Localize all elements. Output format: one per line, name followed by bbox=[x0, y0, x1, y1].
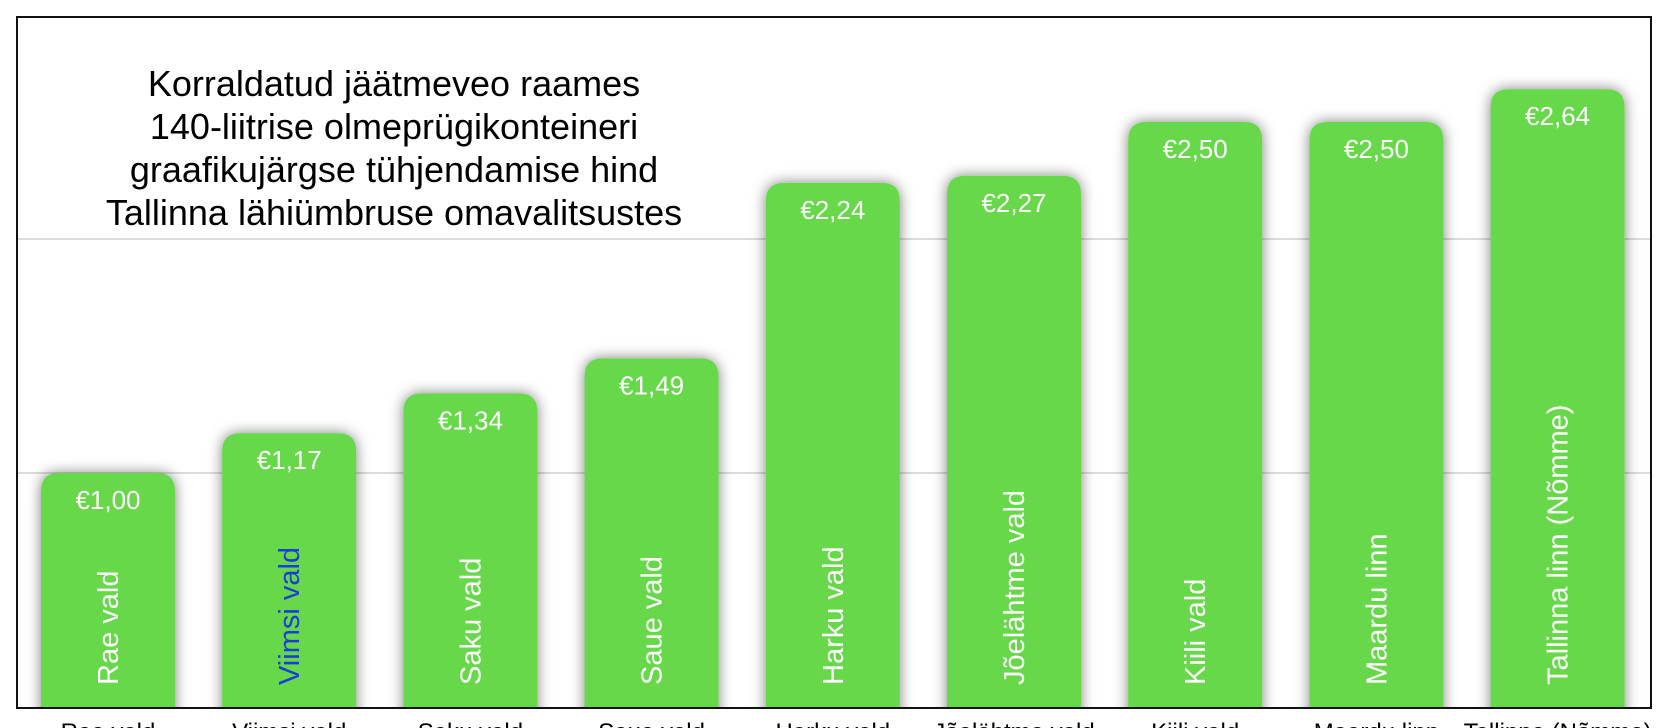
category-axis-label: Rae vald bbox=[61, 719, 156, 728]
bar-category-label: Harku vald bbox=[818, 546, 850, 685]
bar-group: €2,50 Maardu linn bbox=[1309, 122, 1444, 707]
bar-category-label: Maardu linn bbox=[1361, 533, 1393, 685]
bar-value-label: €2,24 bbox=[800, 195, 865, 225]
chart-title-line: Tallinna lähiümbruse omavalitsustes bbox=[105, 192, 683, 233]
bar-group: €2,27 Jõelähtme vald bbox=[947, 175, 1081, 707]
bar bbox=[584, 358, 719, 707]
bar-group: €1,00 Rae vald bbox=[41, 473, 175, 707]
bar bbox=[947, 175, 1081, 707]
bar-category-label: Tallinna linn (Nõmme) bbox=[1543, 405, 1575, 685]
bar-group: €1,17 Viimsi vald bbox=[222, 433, 357, 707]
bars: €1,00 Rae vald €1,17 Viimsi vald €1,34 Saku v… bbox=[41, 89, 1625, 707]
bar-value-label: €2,27 bbox=[981, 188, 1046, 218]
bar-category-label: Saue vald bbox=[637, 556, 669, 685]
bar-value-label: €2,50 bbox=[1163, 134, 1228, 164]
bar-value-label: €1,17 bbox=[257, 445, 322, 475]
chart-title-line: 140-liitrise olmeprügikonteineri bbox=[149, 106, 639, 147]
bar-value-label: €2,64 bbox=[1525, 101, 1590, 131]
category-axis-labels: Rae vald Viimsi vald Saku vald Saue vald Har… bbox=[61, 719, 1652, 728]
bar bbox=[1490, 89, 1625, 707]
bar-group: €2,64 Tallinna linn (Nõmme) bbox=[1490, 89, 1625, 707]
bar-value-label: €1,00 bbox=[75, 485, 140, 515]
bar-value-label: €1,49 bbox=[619, 370, 684, 400]
bar-group: €1,34 Saku vald bbox=[403, 393, 538, 707]
chart-title: Korraldatud jäätmeveo raames 140-liitris… bbox=[54, 62, 734, 234]
category-axis-label: Viimsi vald bbox=[232, 719, 346, 728]
bar-category-label: Viimsi vald bbox=[274, 547, 306, 685]
bar bbox=[1128, 122, 1263, 707]
bar-value-label: €1,34 bbox=[438, 405, 503, 435]
bar bbox=[765, 182, 900, 707]
category-axis-label: Kiili vald bbox=[1151, 719, 1239, 728]
category-axis-label: Maardu linn bbox=[1314, 719, 1439, 728]
category-axis-label: Saue vald bbox=[598, 719, 705, 728]
bar-value-label: €2,50 bbox=[1344, 134, 1409, 164]
bar-group: €2,24 Harku vald bbox=[765, 182, 900, 707]
bar-group: €1,49 Saue vald bbox=[584, 358, 719, 707]
bar bbox=[1309, 122, 1444, 707]
category-axis-label: Tallinna (Nõmme) bbox=[1464, 719, 1652, 728]
bar-category-label: Kiili vald bbox=[1180, 579, 1212, 685]
chart-title-line: Korraldatud jäätmeveo raames bbox=[147, 63, 641, 104]
bar bbox=[41, 473, 175, 707]
category-axis-label: Jõelähtme vald bbox=[933, 719, 1094, 728]
bar-category-label: Rae vald bbox=[93, 571, 125, 685]
category-axis-label: Harku vald bbox=[775, 719, 890, 728]
category-axis-label: Saku vald bbox=[418, 719, 523, 728]
bar-group: €2,50 Kiili vald bbox=[1128, 122, 1263, 707]
bar bbox=[222, 433, 357, 707]
bar-category-label: Jõelähtme vald bbox=[999, 490, 1031, 685]
bar bbox=[403, 393, 538, 707]
bar-category-label: Saku vald bbox=[455, 558, 487, 685]
chart-title-line: graafikujärgse tühjendamise hind bbox=[129, 149, 659, 190]
